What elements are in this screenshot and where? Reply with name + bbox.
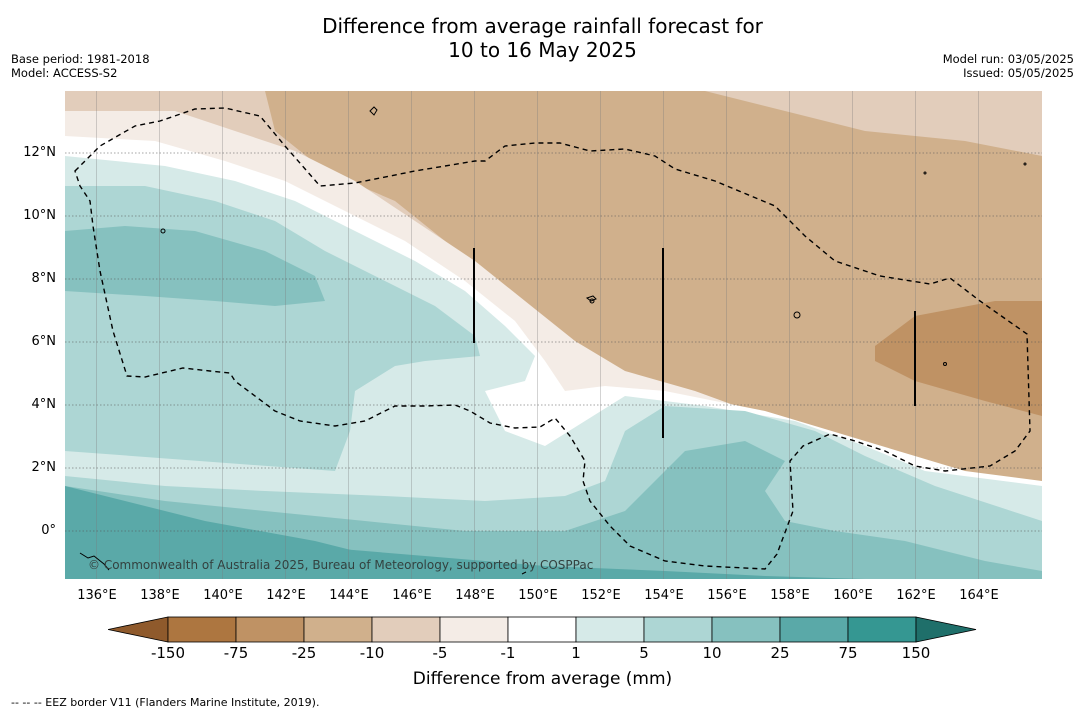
colorbar-tick-label: -10	[359, 644, 385, 662]
colorbar-tick-label: 25	[770, 644, 790, 662]
model-run-text: Model run: 03/05/2025	[942, 52, 1074, 66]
meta-right: Model run: 03/05/2025 Issued: 05/05/2025	[943, 52, 1074, 80]
lon-label-164e: 164°E	[959, 588, 999, 603]
colorbar-tick-label: 5	[639, 644, 649, 662]
lon-label-160e: 160°E	[833, 588, 873, 603]
colorbar-low-extend	[108, 616, 169, 643]
lon-label-152e: 152°E	[581, 588, 621, 603]
lon-label-142e: 142°E	[266, 588, 306, 603]
contour-neg75	[875, 301, 1042, 416]
lat-label-6n: 6°N	[31, 334, 57, 349]
lon-label-144e: 144°E	[329, 588, 369, 603]
colorbar-tick-label: -1	[500, 644, 516, 662]
colorbar-tick-label: 1	[571, 644, 581, 662]
lon-label-158e: 158°E	[770, 588, 810, 603]
colorbar-swatch-6	[507, 616, 577, 643]
colorbar-tick-label: 10	[702, 644, 722, 662]
colorbar-swatch-7	[575, 616, 645, 643]
rainfall-anomaly-map: © Commonwealth of Australia 2025, Bureau…	[65, 91, 1042, 579]
meta-left: Base period: 1981-2018 Model: ACCESS-S2	[11, 52, 150, 80]
issued-text: Issued: 05/05/2025	[963, 66, 1074, 80]
colorbar-swatch-1	[167, 616, 237, 643]
lon-label-148e: 148°E	[455, 588, 495, 603]
colorbar-tick-label: -75	[223, 644, 249, 662]
colorbar	[108, 616, 977, 643]
lat-label-10n: 10°N	[23, 208, 56, 223]
contour-pos25-sw	[65, 486, 465, 579]
colorbar-swatch-3	[303, 616, 373, 643]
lon-label-162e: 162°E	[896, 588, 936, 603]
title-line-2: 10 to 16 May 2025	[448, 38, 637, 62]
colorbar-swatch-8	[643, 616, 713, 643]
colorbar-title: Difference from average (mm)	[412, 669, 673, 689]
islands	[79, 106, 1027, 575]
lon-label-138e: 138°E	[140, 588, 180, 603]
colorbar-swatch-5	[439, 616, 509, 643]
lat-label-12n: 12°N	[23, 145, 56, 160]
contour-neg25	[265, 91, 1042, 511]
lon-label-136e: 136°E	[77, 588, 117, 603]
contour-pos10-west	[65, 226, 325, 306]
colorbar-high-extend	[915, 616, 977, 643]
colorbar-swatch-2	[235, 616, 305, 643]
map-svg	[65, 91, 1042, 579]
lat-label-8n: 8°N	[31, 271, 57, 286]
eez-border	[74, 107, 1031, 570]
colorbar-swatch-11	[847, 616, 917, 643]
lat-label-0: 0°	[41, 523, 56, 538]
colorbar-tick-label: 150	[901, 644, 931, 662]
eez-footnote: -- -- -- EEZ border V11 (Flanders Marine…	[11, 696, 320, 709]
lat-label-4n: 4°N	[31, 397, 57, 412]
colorbar-swatch-9	[711, 616, 781, 643]
title-line-1: Difference from average rainfall forecas…	[322, 14, 763, 38]
lon-label-150e: 150°E	[518, 588, 558, 603]
colorbar-swatch-4	[371, 616, 441, 643]
lon-label-156e: 156°E	[707, 588, 747, 603]
colorbar-tick-label: -25	[291, 644, 317, 662]
model-text: Model: ACCESS-S2	[11, 66, 118, 80]
chart-title: Difference from average rainfall forecas…	[0, 14, 1085, 62]
lon-label-154e: 154°E	[644, 588, 684, 603]
colorbar-tick-label: -150	[150, 644, 186, 662]
colorbar-tick-label: -5	[432, 644, 448, 662]
lon-label-140e: 140°E	[203, 588, 243, 603]
colorbar-swatch-10	[779, 616, 849, 643]
colorbar-tick-label: 75	[838, 644, 858, 662]
base-period-text: Base period: 1981-2018	[11, 52, 150, 66]
lon-label-146e: 146°E	[392, 588, 432, 603]
copyright-text: © Commonwealth of Australia 2025, Bureau…	[88, 558, 594, 572]
lat-label-2n: 2°N	[31, 460, 57, 475]
